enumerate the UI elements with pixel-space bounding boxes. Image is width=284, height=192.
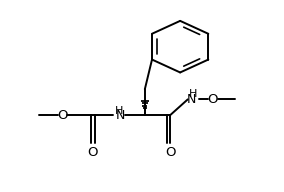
Text: O: O xyxy=(58,108,68,122)
Text: O: O xyxy=(207,93,218,106)
Text: N: N xyxy=(116,108,126,122)
Text: H: H xyxy=(115,106,124,116)
Text: N: N xyxy=(187,93,196,106)
Text: H: H xyxy=(189,89,197,99)
Text: O: O xyxy=(165,146,176,159)
Text: O: O xyxy=(87,146,98,159)
